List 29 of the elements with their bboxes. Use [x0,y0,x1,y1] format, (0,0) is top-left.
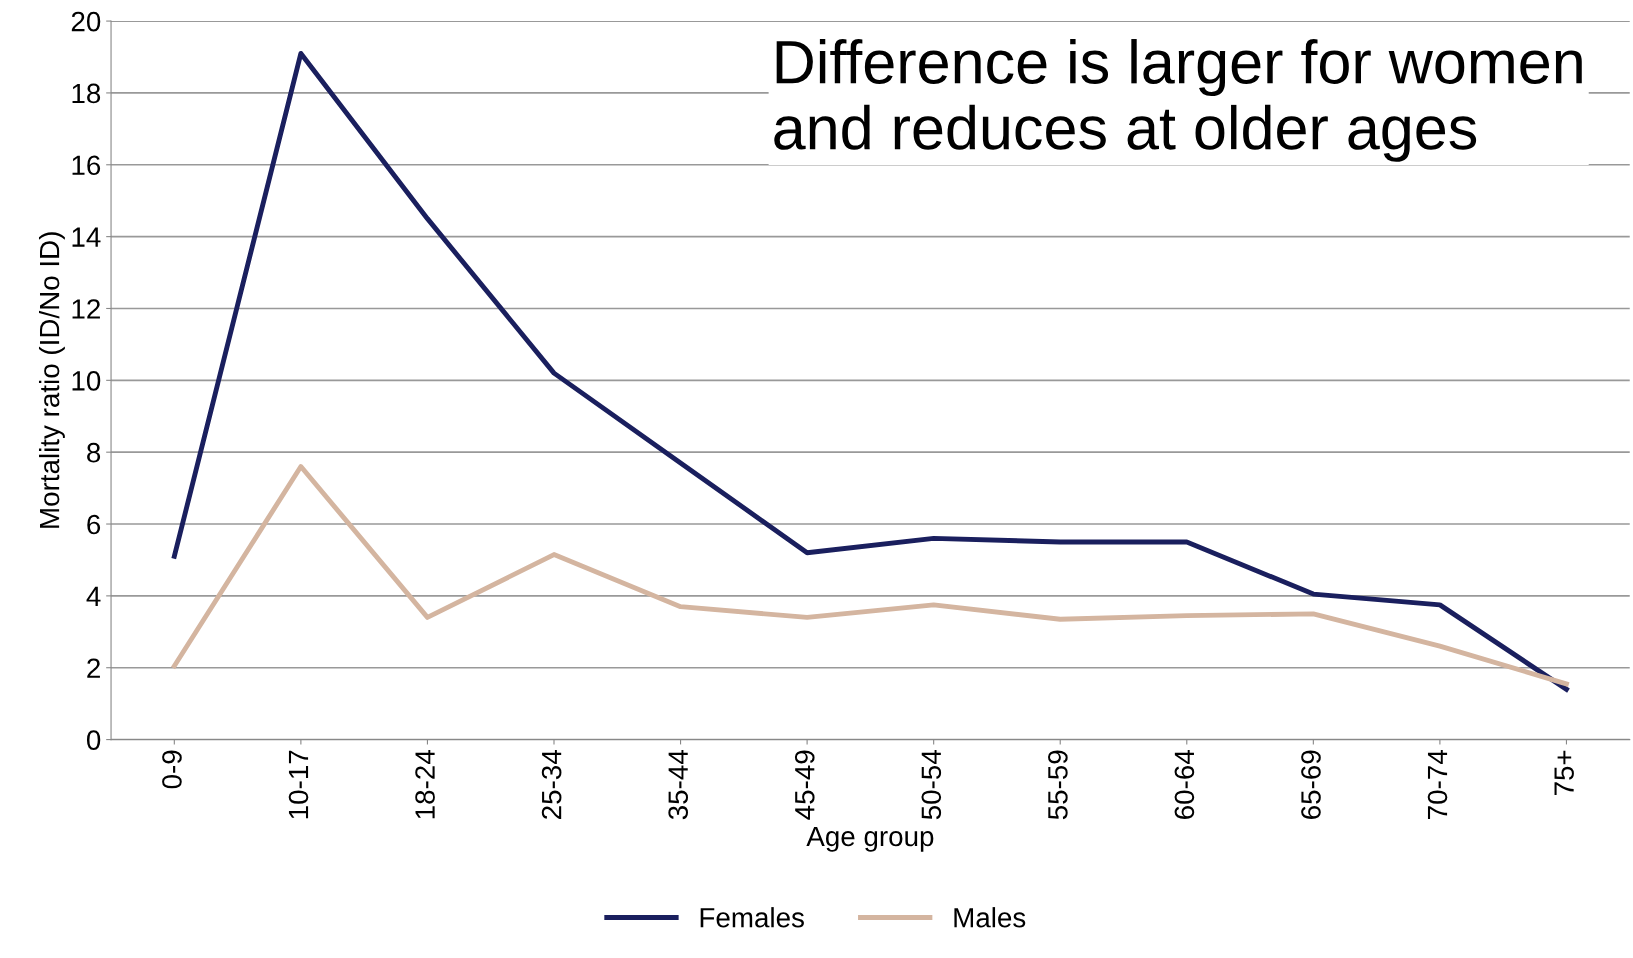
y-axis-title: Mortality ratio (ID/No ID) [38,232,65,528]
y-tick-label: 0 [86,730,101,750]
x-tick-label: 55-59 [1048,750,1068,820]
x-tick-label: 65-69 [1301,750,1321,819]
y-tick-label: 14 [72,227,101,247]
x-tick-label: 45-49 [794,750,815,820]
x-tick-label: 70-74 [1427,750,1448,819]
x-axis-title: Age group [806,826,934,852]
y-tick-label: 18 [72,83,101,104]
x-tick-label: 35-44 [668,750,689,820]
y-tick-label: 8 [87,442,101,463]
y-tick-label: 6 [87,514,101,535]
x-tick-label: 18-24 [415,750,435,819]
y-tick-label: 10 [72,370,101,391]
y-tick-label: 20 [71,11,101,32]
legend-label: Females [700,907,804,928]
y-tick-label: 16 [72,155,101,176]
x-tick-label: 25-34 [541,750,562,819]
x-tick-label: 50-54 [921,750,942,820]
y-tick-label: 2 [87,658,100,678]
x-tick-label: 75+ [1554,750,1574,795]
y-tick-label: 12 [72,299,100,319]
x-tick-label: 60-64 [1174,750,1195,819]
annotation: Difference is larger for women and reduces at older ages [774,39,1582,162]
x-tick-label: 0-9 [162,750,182,789]
line-series [171,464,1569,687]
y-tick-label: 4 [86,586,101,606]
x-tick-label: 10-17 [288,750,309,819]
legend-label: Males [954,907,1026,928]
